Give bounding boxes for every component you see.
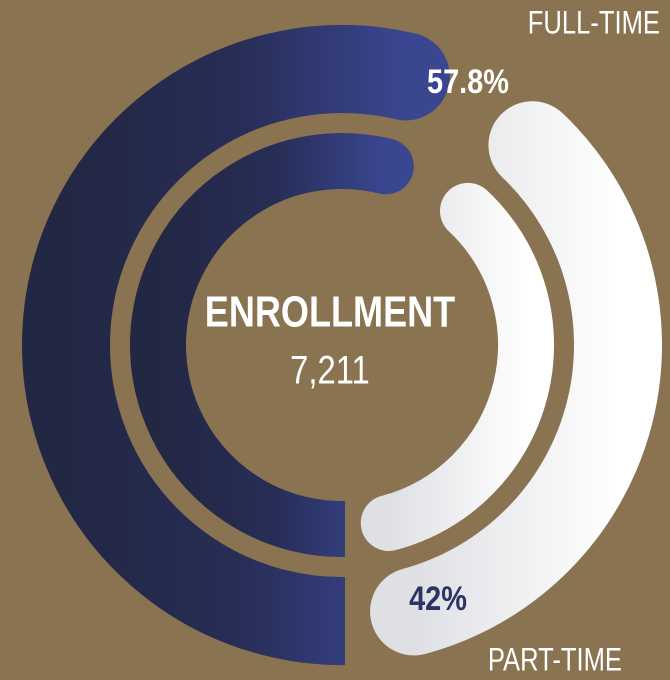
center-total: 7,211 xyxy=(290,347,370,392)
center-title: ENROLLMENT xyxy=(205,287,456,336)
donut-segment xyxy=(370,101,662,656)
rings xyxy=(22,25,662,665)
donut-segment xyxy=(22,25,450,665)
category-label: PART-TIME xyxy=(488,643,622,678)
donut-segment xyxy=(130,133,414,557)
value-label: 57.8% xyxy=(427,62,509,101)
value-label: 42% xyxy=(409,579,467,618)
donut-segment xyxy=(360,182,554,551)
category-label: FULL-TIME xyxy=(528,6,660,41)
